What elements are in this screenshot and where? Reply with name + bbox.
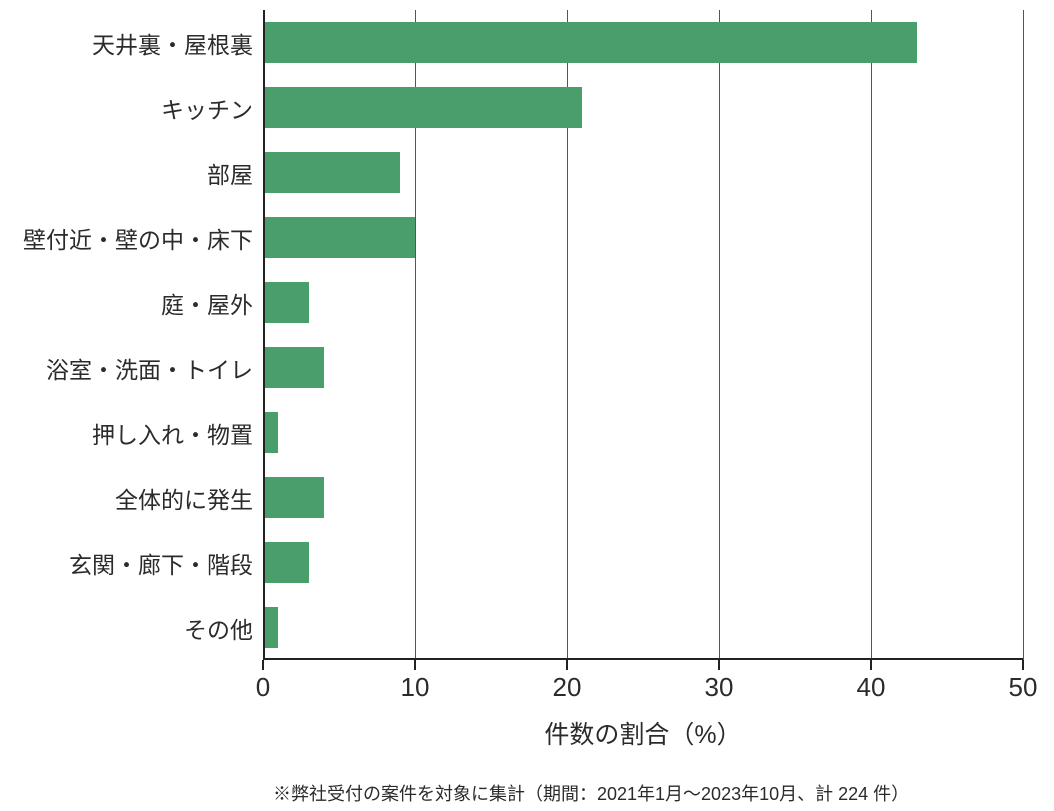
x-axis-tick-label: 30	[689, 672, 749, 703]
plot-area	[263, 10, 1023, 660]
bar	[263, 282, 309, 322]
y-axis-category-label: キッチン	[161, 91, 253, 125]
bar	[263, 477, 324, 517]
x-axis-tick	[718, 660, 720, 670]
x-axis-tick-label: 10	[385, 672, 445, 703]
y-axis-category-label: 浴室・洗面・トイレ	[46, 351, 253, 385]
y-axis-category-label: 天井裏・屋根裏	[92, 26, 253, 60]
bar	[263, 217, 415, 257]
bar	[263, 22, 917, 62]
x-axis-line	[263, 658, 1023, 660]
x-axis-tick-label: 0	[233, 672, 293, 703]
chart-container: 天井裏・屋根裏キッチン部屋壁付近・壁の中・床下庭・屋外浴室・洗面・トイレ押し入れ…	[0, 0, 1054, 811]
y-axis-category-label: その他	[184, 611, 253, 645]
y-axis-category-label: 全体的に発生	[115, 481, 253, 515]
bar	[263, 607, 278, 647]
x-axis-tick	[870, 660, 872, 670]
gridline	[719, 10, 720, 660]
bar	[263, 347, 324, 387]
x-axis-tick-label: 40	[841, 672, 901, 703]
bar	[263, 542, 309, 582]
x-axis-tick	[414, 660, 416, 670]
y-axis-category-label: 壁付近・壁の中・床下	[23, 221, 253, 255]
x-axis-tick-label: 20	[537, 672, 597, 703]
bar	[263, 152, 400, 192]
y-axis-category-label: 部屋	[207, 156, 253, 190]
x-axis-tick	[566, 660, 568, 670]
gridline	[871, 10, 872, 660]
y-axis-category-label: 玄関・廊下・階段	[69, 546, 253, 580]
x-axis-tick	[262, 660, 264, 670]
x-axis-tick	[1022, 660, 1024, 670]
gridline	[1023, 10, 1024, 660]
y-axis-category-label: 押し入れ・物置	[92, 416, 253, 450]
x-axis-title: 件数の割合（%）	[263, 715, 1023, 751]
y-axis-category-label: 庭・屋外	[161, 286, 253, 320]
x-axis-tick-label: 50	[993, 672, 1053, 703]
bar	[263, 87, 582, 127]
chart-footnote: ※弊社受付の案件を対象に集計（期間：2021年1月〜2023年10月、計 224…	[273, 780, 909, 806]
y-axis-line	[263, 10, 265, 660]
bar	[263, 412, 278, 452]
